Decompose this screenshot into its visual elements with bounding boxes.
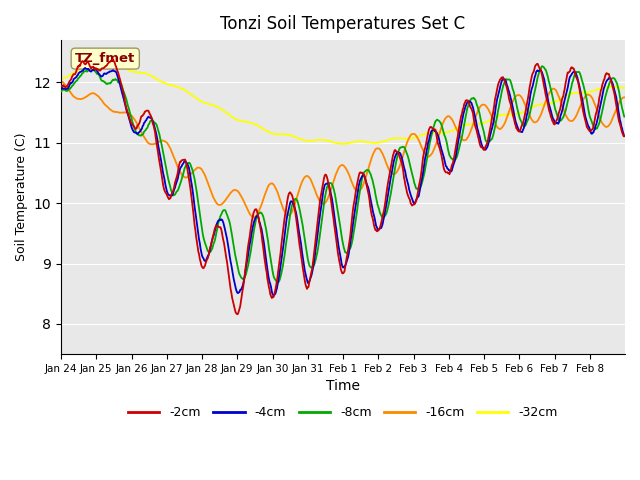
Title: Tonzi Soil Temperatures Set C: Tonzi Soil Temperatures Set C	[220, 15, 465, 33]
Y-axis label: Soil Temperature (C): Soil Temperature (C)	[15, 133, 28, 261]
Legend: -2cm, -4cm, -8cm, -16cm, -32cm: -2cm, -4cm, -8cm, -16cm, -32cm	[124, 401, 563, 424]
Text: TZ_fmet: TZ_fmet	[75, 52, 136, 65]
X-axis label: Time: Time	[326, 379, 360, 394]
